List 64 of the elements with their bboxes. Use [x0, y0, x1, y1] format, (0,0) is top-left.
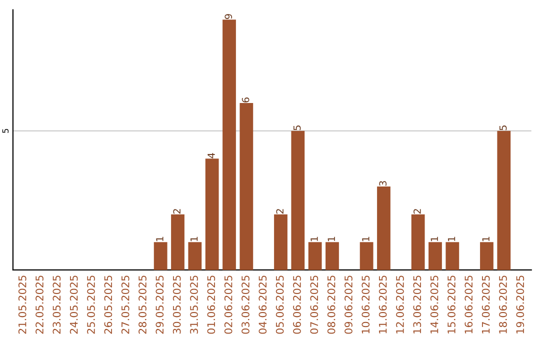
bar — [326, 242, 339, 270]
x-tick-label: 04.06.2025 — [258, 276, 267, 334]
bar — [308, 242, 322, 270]
data-label: 1 — [190, 236, 198, 242]
data-label: 2 — [276, 209, 284, 214]
bar — [360, 242, 374, 270]
x-tick-label: 15.06.2025 — [448, 276, 456, 334]
x-tick-label: 12.06.2025 — [396, 276, 404, 334]
x-tick-label: 22.05.2025 — [36, 276, 44, 334]
bar — [222, 20, 236, 270]
x-tick-label: 28.05.2025 — [138, 276, 146, 334]
x-tick-label: 09.06.2025 — [344, 276, 352, 334]
x-tick-label: 17.06.2025 — [482, 276, 490, 334]
x-tick-label: 05.06.2025 — [276, 276, 284, 334]
bar — [205, 158, 219, 270]
x-tick-label: 13.06.2025 — [413, 276, 422, 334]
bar — [411, 214, 425, 270]
bar — [480, 242, 494, 270]
x-tick-label: 01.06.2025 — [207, 276, 216, 334]
x-tick-label: 29.05.2025 — [156, 276, 164, 334]
x-tick-label: 06.06.2025 — [293, 276, 301, 334]
x-tick-label: 18.06.2025 — [499, 276, 507, 334]
data-label: 5 — [294, 126, 301, 130]
data-label: 1 — [482, 236, 490, 242]
data-label: 1 — [430, 236, 438, 242]
x-tick-label: 07.06.2025 — [310, 276, 318, 334]
data-label: 1 — [328, 236, 335, 242]
x-tick-label: 25.05.2025 — [87, 276, 95, 334]
x-tick-label: 14.06.2025 — [430, 276, 438, 334]
x-tick-label: 30.05.2025 — [172, 276, 181, 334]
bar — [171, 214, 184, 270]
x-tick-label: 24.05.2025 — [70, 276, 78, 334]
bar — [446, 242, 460, 270]
x-tick-label: 08.06.2025 — [327, 276, 336, 334]
data-label: 9 — [224, 14, 232, 19]
bar — [291, 130, 305, 270]
x-tick-label: 19.06.2025 — [516, 276, 524, 334]
x-tick-label: 21.05.2025 — [18, 276, 26, 334]
data-label: 2 — [414, 209, 421, 214]
bar — [188, 242, 202, 270]
bar — [154, 242, 168, 270]
bar — [497, 130, 511, 270]
x-tick-label: 26.05.2025 — [104, 276, 112, 334]
x-tick-label: 27.05.2025 — [121, 276, 130, 334]
x-tick-label: 16.06.2025 — [464, 276, 473, 334]
x-tick-label: 31.05.2025 — [190, 276, 198, 334]
bar — [377, 186, 390, 270]
x-tick-label: 23.05.2025 — [52, 276, 61, 334]
data-label: 1 — [156, 236, 164, 242]
bar — [428, 242, 442, 270]
x-tick-label: 11.06.2025 — [378, 276, 387, 334]
data-label: 3 — [379, 181, 387, 186]
data-label: 5 — [499, 126, 507, 130]
data-label: 1 — [448, 236, 456, 242]
bar — [240, 103, 254, 270]
data-label: 1 — [362, 236, 370, 242]
x-tick-label: 02.06.2025 — [224, 276, 232, 334]
bar — [274, 214, 288, 270]
x-tick-label: 10.06.2025 — [362, 276, 370, 334]
x-tick-label: 03.06.2025 — [242, 276, 250, 334]
data-label: 4 — [208, 153, 215, 158]
data-label: 2 — [173, 209, 180, 214]
data-label: 1 — [310, 236, 318, 242]
data-label: 6 — [242, 97, 250, 102]
